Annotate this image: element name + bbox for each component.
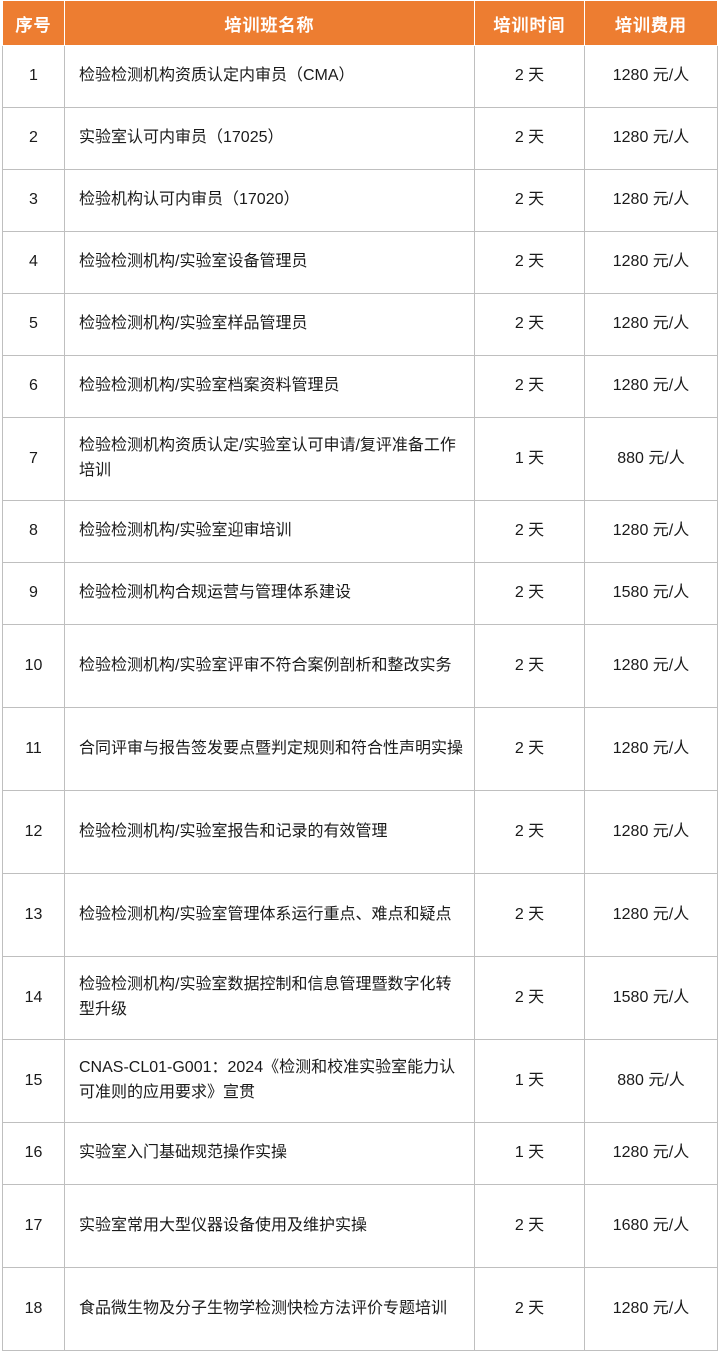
table-row: 3 检验机构认可内审员（17020） 2 天 1280 元/人 xyxy=(2,169,718,232)
cell-fee: 1280 元/人 xyxy=(584,707,718,791)
cell-no: 11 xyxy=(2,707,65,791)
table-row: 1 检验检测机构资质认定内审员（CMA） 2 天 1280 元/人 xyxy=(2,45,718,108)
cell-duration: 2 天 xyxy=(474,707,585,791)
cell-fee: 1280 元/人 xyxy=(584,231,718,294)
cell-no: 5 xyxy=(2,293,65,356)
cell-fee: 1280 元/人 xyxy=(584,293,718,356)
cell-no: 2 xyxy=(2,107,65,170)
cell-duration: 2 天 xyxy=(474,624,585,708)
cell-course-name: 检验检测机构/实验室设备管理员 xyxy=(64,231,475,294)
cell-course-name: 合同评审与报告签发要点暨判定规则和符合性声明实操 xyxy=(64,707,475,791)
table-row: 13 检验检测机构/实验室管理体系运行重点、难点和疑点 2 天 1280 元/人 xyxy=(2,873,718,957)
cell-duration: 2 天 xyxy=(474,956,585,1040)
cell-course-name: 实验室入门基础规范操作实操 xyxy=(64,1122,475,1185)
cell-duration: 2 天 xyxy=(474,873,585,957)
cell-duration: 2 天 xyxy=(474,1184,585,1268)
cell-fee: 1580 元/人 xyxy=(584,956,718,1040)
cell-course-name: 检验检测机构/实验室样品管理员 xyxy=(64,293,475,356)
cell-fee: 1280 元/人 xyxy=(584,45,718,108)
cell-course-name: CNAS-CL01-G001：2024《检测和校准实验室能力认可准则的应用要求》… xyxy=(64,1039,475,1123)
cell-course-name: 检验检测机构资质认定/实验室认可申请/复评准备工作培训 xyxy=(64,417,475,501)
cell-duration: 1 天 xyxy=(474,417,585,501)
cell-no: 12 xyxy=(2,790,65,874)
cell-duration: 2 天 xyxy=(474,45,585,108)
table-body: 1 检验检测机构资质认定内审员（CMA） 2 天 1280 元/人 2 实验室认… xyxy=(2,45,718,1351)
table-row: 17 实验室常用大型仪器设备使用及维护实操 2 天 1680 元/人 xyxy=(2,1184,718,1268)
cell-duration: 2 天 xyxy=(474,562,585,625)
cell-duration: 2 天 xyxy=(474,231,585,294)
cell-fee: 1280 元/人 xyxy=(584,1122,718,1185)
cell-no: 8 xyxy=(2,500,65,563)
table-row: 5 检验检测机构/实验室样品管理员 2 天 1280 元/人 xyxy=(2,293,718,356)
cell-duration: 2 天 xyxy=(474,107,585,170)
cell-course-name: 实验室认可内审员（17025） xyxy=(64,107,475,170)
cell-duration: 2 天 xyxy=(474,293,585,356)
cell-no: 4 xyxy=(2,231,65,294)
cell-duration: 2 天 xyxy=(474,790,585,874)
cell-no: 15 xyxy=(2,1039,65,1123)
table-row: 9 检验检测机构合规运营与管理体系建设 2 天 1580 元/人 xyxy=(2,562,718,625)
cell-duration: 2 天 xyxy=(474,169,585,232)
cell-duration: 1 天 xyxy=(474,1122,585,1185)
cell-course-name: 检验检测机构资质认定内审员（CMA） xyxy=(64,45,475,108)
cell-course-name: 检验检测机构/实验室管理体系运行重点、难点和疑点 xyxy=(64,873,475,957)
table-row: 4 检验检测机构/实验室设备管理员 2 天 1280 元/人 xyxy=(2,231,718,294)
cell-fee: 1680 元/人 xyxy=(584,1184,718,1268)
table-row: 14 检验检测机构/实验室数据控制和信息管理暨数字化转型升级 2 天 1580 … xyxy=(2,956,718,1040)
table-row: 12 检验检测机构/实验室报告和记录的有效管理 2 天 1280 元/人 xyxy=(2,790,718,874)
cell-course-name: 检验检测机构/实验室迎审培训 xyxy=(64,500,475,563)
cell-fee: 880 元/人 xyxy=(584,417,718,501)
cell-fee: 1280 元/人 xyxy=(584,169,718,232)
column-header-no: 序号 xyxy=(2,0,65,46)
cell-no: 1 xyxy=(2,45,65,108)
cell-course-name: 检验检测机构/实验室报告和记录的有效管理 xyxy=(64,790,475,874)
cell-no: 16 xyxy=(2,1122,65,1185)
cell-duration: 2 天 xyxy=(474,500,585,563)
column-header-duration: 培训时间 xyxy=(474,0,585,46)
cell-fee: 1280 元/人 xyxy=(584,873,718,957)
cell-fee: 1280 元/人 xyxy=(584,107,718,170)
cell-no: 9 xyxy=(2,562,65,625)
cell-course-name: 检验检测机构/实验室档案资料管理员 xyxy=(64,355,475,418)
table-row: 18 食品微生物及分子生物学检测快检方法评价专题培训 2 天 1280 元/人 xyxy=(2,1267,718,1351)
cell-no: 13 xyxy=(2,873,65,957)
table-row: 15 CNAS-CL01-G001：2024《检测和校准实验室能力认可准则的应用… xyxy=(2,1039,718,1123)
cell-no: 3 xyxy=(2,169,65,232)
cell-duration: 2 天 xyxy=(474,1267,585,1351)
cell-no: 18 xyxy=(2,1267,65,1351)
cell-fee: 1580 元/人 xyxy=(584,562,718,625)
table-header: 序号 培训班名称 培训时间 培训费用 xyxy=(2,0,718,46)
cell-course-name: 检验机构认可内审员（17020） xyxy=(64,169,475,232)
cell-course-name: 实验室常用大型仪器设备使用及维护实操 xyxy=(64,1184,475,1268)
cell-duration: 2 天 xyxy=(474,355,585,418)
cell-no: 14 xyxy=(2,956,65,1040)
cell-fee: 1280 元/人 xyxy=(584,500,718,563)
cell-no: 6 xyxy=(2,355,65,418)
column-header-name: 培训班名称 xyxy=(64,0,475,46)
cell-course-name: 检验检测机构/实验室评审不符合案例剖析和整改实务 xyxy=(64,624,475,708)
cell-no: 10 xyxy=(2,624,65,708)
cell-fee: 1280 元/人 xyxy=(584,790,718,874)
cell-no: 17 xyxy=(2,1184,65,1268)
cell-fee: 1280 元/人 xyxy=(584,624,718,708)
cell-course-name: 检验检测机构/实验室数据控制和信息管理暨数字化转型升级 xyxy=(64,956,475,1040)
table-header-row: 序号 培训班名称 培训时间 培训费用 xyxy=(2,0,718,46)
cell-course-name: 食品微生物及分子生物学检测快检方法评价专题培训 xyxy=(64,1267,475,1351)
table-row: 6 检验检测机构/实验室档案资料管理员 2 天 1280 元/人 xyxy=(2,355,718,418)
cell-duration: 1 天 xyxy=(474,1039,585,1123)
table-row: 11 合同评审与报告签发要点暨判定规则和符合性声明实操 2 天 1280 元/人 xyxy=(2,707,718,791)
cell-course-name: 检验检测机构合规运营与管理体系建设 xyxy=(64,562,475,625)
column-header-fee: 培训费用 xyxy=(584,0,718,46)
table-row: 16 实验室入门基础规范操作实操 1 天 1280 元/人 xyxy=(2,1122,718,1185)
table-row: 7 检验检测机构资质认定/实验室认可申请/复评准备工作培训 1 天 880 元/… xyxy=(2,417,718,501)
table-row: 8 检验检测机构/实验室迎审培训 2 天 1280 元/人 xyxy=(2,500,718,563)
cell-fee: 1280 元/人 xyxy=(584,1267,718,1351)
cell-fee: 1280 元/人 xyxy=(584,355,718,418)
cell-no: 7 xyxy=(2,417,65,501)
table-row: 10 检验检测机构/实验室评审不符合案例剖析和整改实务 2 天 1280 元/人 xyxy=(2,624,718,708)
cell-fee: 880 元/人 xyxy=(584,1039,718,1123)
table-row: 2 实验室认可内审员（17025） 2 天 1280 元/人 xyxy=(2,107,718,170)
